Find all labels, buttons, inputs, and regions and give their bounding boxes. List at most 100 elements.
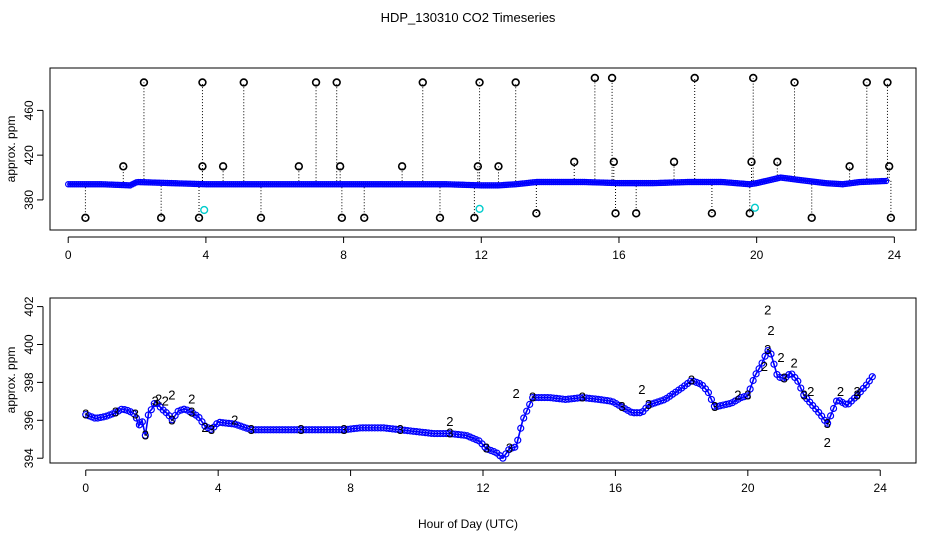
- outlier-point: [119, 162, 128, 171]
- baseline-marker: [87, 181, 95, 188]
- baseline-marker: [866, 178, 873, 185]
- series-flag3-marker: [138, 418, 146, 426]
- baseline-marker: [162, 179, 169, 187]
- baseline-marker: [612, 179, 619, 187]
- outlier-point: [239, 78, 248, 87]
- baseline-marker: [880, 177, 888, 185]
- baseline-marker: [308, 181, 316, 188]
- baseline-marker: [591, 179, 599, 186]
- outlier-point: [669, 157, 679, 167]
- flag2-label: 2: [446, 414, 453, 429]
- series-flag3-marker: [770, 360, 778, 368]
- baseline-marker: [581, 178, 588, 186]
- baseline-marker: [155, 179, 163, 186]
- baseline-marker: [331, 181, 338, 188]
- series-flag3-marker: [824, 419, 832, 427]
- baseline-marker: [583, 178, 590, 186]
- baseline-marker: [166, 179, 173, 187]
- baseline-marker: [143, 179, 150, 186]
- series-flag3-marker: [514, 436, 522, 444]
- flag3-label: 3: [112, 405, 119, 420]
- top-x-tick-label: 4: [203, 248, 210, 262]
- flag2-label: 2: [853, 384, 860, 399]
- baseline-marker: [397, 181, 404, 188]
- baseline-marker: [91, 181, 99, 188]
- series-flag3-marker: [520, 414, 528, 422]
- baseline-marker: [494, 182, 502, 189]
- baseline-marker: [257, 181, 264, 188]
- baseline-marker: [436, 181, 444, 188]
- baseline-marker: [168, 179, 175, 187]
- baseline-marker: [271, 181, 278, 188]
- baseline-marker: [350, 181, 357, 188]
- bottom-x-tick-label: 12: [476, 481, 490, 495]
- baseline-marker: [411, 181, 419, 188]
- flag3-label: 3: [82, 407, 89, 422]
- baseline-marker: [255, 181, 262, 188]
- baseline-marker: [432, 181, 440, 188]
- baseline-marker: [335, 181, 342, 188]
- series-flag3-marker: [141, 431, 149, 440]
- baseline-marker: [246, 181, 254, 188]
- baseline-marker: [663, 179, 671, 186]
- baseline-marker: [283, 181, 291, 188]
- baseline-marker: [300, 181, 307, 188]
- baseline-marker: [219, 181, 227, 188]
- series-flag3-marker: [767, 350, 775, 358]
- outlier-point: [884, 162, 894, 171]
- baseline-marker: [465, 181, 473, 189]
- baseline-marker: [651, 179, 658, 187]
- bottom-y-tick-label: 400: [22, 334, 36, 354]
- baseline-marker: [277, 181, 285, 188]
- flag3-label: 3: [781, 371, 788, 386]
- flag3-label: 3: [506, 441, 513, 456]
- bottom-x-tick-label: 16: [609, 481, 623, 495]
- outlier-point: [194, 213, 204, 223]
- baseline-marker: [242, 181, 250, 188]
- baseline-marker: [164, 179, 171, 187]
- baseline-marker: [248, 181, 256, 188]
- outlier-point: [435, 213, 445, 223]
- baseline-marker: [405, 181, 413, 188]
- outlier-point: [198, 78, 207, 87]
- baseline-marker: [606, 179, 613, 187]
- bottom-y-tick-label: 394: [22, 448, 36, 468]
- baseline-marker: [837, 180, 844, 188]
- baseline-marker: [482, 182, 489, 189]
- baseline-marker: [661, 179, 669, 186]
- top-ylabel: approx. ppm: [4, 116, 18, 183]
- baseline-marker: [876, 177, 884, 185]
- bottom-y-tick-label: 402: [22, 296, 36, 316]
- series-flag3-marker: [526, 400, 534, 408]
- series-flag3-marker: [132, 414, 141, 422]
- baseline-marker: [560, 178, 568, 186]
- flag2-label: 2: [188, 391, 195, 406]
- baseline-marker: [197, 180, 204, 188]
- baseline-marker: [193, 180, 200, 188]
- baseline-marker: [114, 181, 121, 189]
- cyan-point: [750, 203, 760, 212]
- baseline-marker: [147, 179, 155, 186]
- outlier-point: [511, 78, 520, 87]
- bottom-axis-ticks: 0 4 8 12 16 20 24 394 396 398 400 402: [22, 296, 887, 495]
- baseline-marker: [573, 178, 580, 186]
- outlier-point: [886, 213, 896, 223]
- baseline-marker: [360, 181, 367, 188]
- baseline-marker: [502, 181, 510, 189]
- top-y-tick-label: 380: [22, 190, 36, 210]
- bottom-x-tick-label: 24: [874, 481, 888, 495]
- baseline-marker: [473, 182, 481, 189]
- baseline-marker: [496, 182, 504, 189]
- baseline-marker: [323, 181, 330, 188]
- baseline-marker: [319, 181, 326, 188]
- baseline-marker: [478, 182, 485, 189]
- baseline-marker: [453, 181, 460, 188]
- flag3-label: 3: [800, 388, 807, 403]
- baseline-marker: [680, 178, 687, 186]
- baseline-marker: [292, 181, 299, 188]
- baseline-marker: [676, 179, 683, 186]
- flag2-label: 2: [162, 393, 169, 408]
- baseline-marker: [862, 178, 869, 185]
- baseline-marker: [409, 181, 417, 188]
- baseline-marker: [316, 181, 324, 188]
